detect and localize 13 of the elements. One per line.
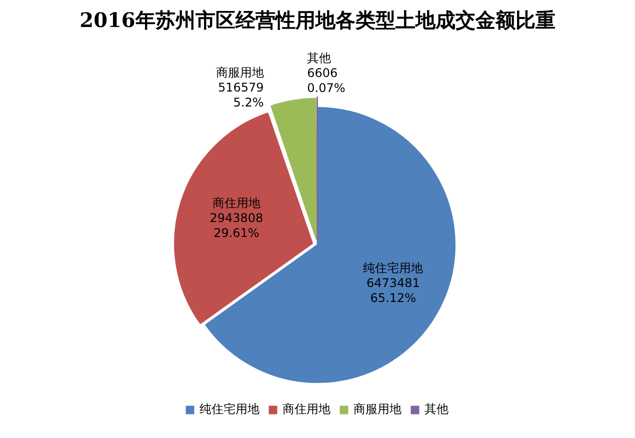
data-label: 2943808 29.61% bbox=[210, 211, 264, 240]
slice-label: 纯住宅用地 bbox=[363, 261, 424, 276]
slice-label: 其他 bbox=[307, 50, 332, 65]
data-label: 6473481 65.12% bbox=[366, 276, 420, 306]
data-label: 6606 0.07% bbox=[307, 66, 346, 95]
chart-title: 2016年苏州市区经营性用地各类型土地成交金额比重 bbox=[80, 8, 556, 32]
data-label: 516579 5.2% bbox=[218, 80, 264, 110]
legend-label: 纯住宅用地 bbox=[200, 402, 260, 416]
legend-label: 商服用地 bbox=[354, 402, 402, 416]
legend-label: 商住用地 bbox=[282, 402, 330, 416]
legend-label: 其他 bbox=[424, 402, 448, 416]
slice-label: 商住用地 bbox=[212, 196, 260, 210]
slice-label: 商服用地 bbox=[216, 66, 264, 80]
